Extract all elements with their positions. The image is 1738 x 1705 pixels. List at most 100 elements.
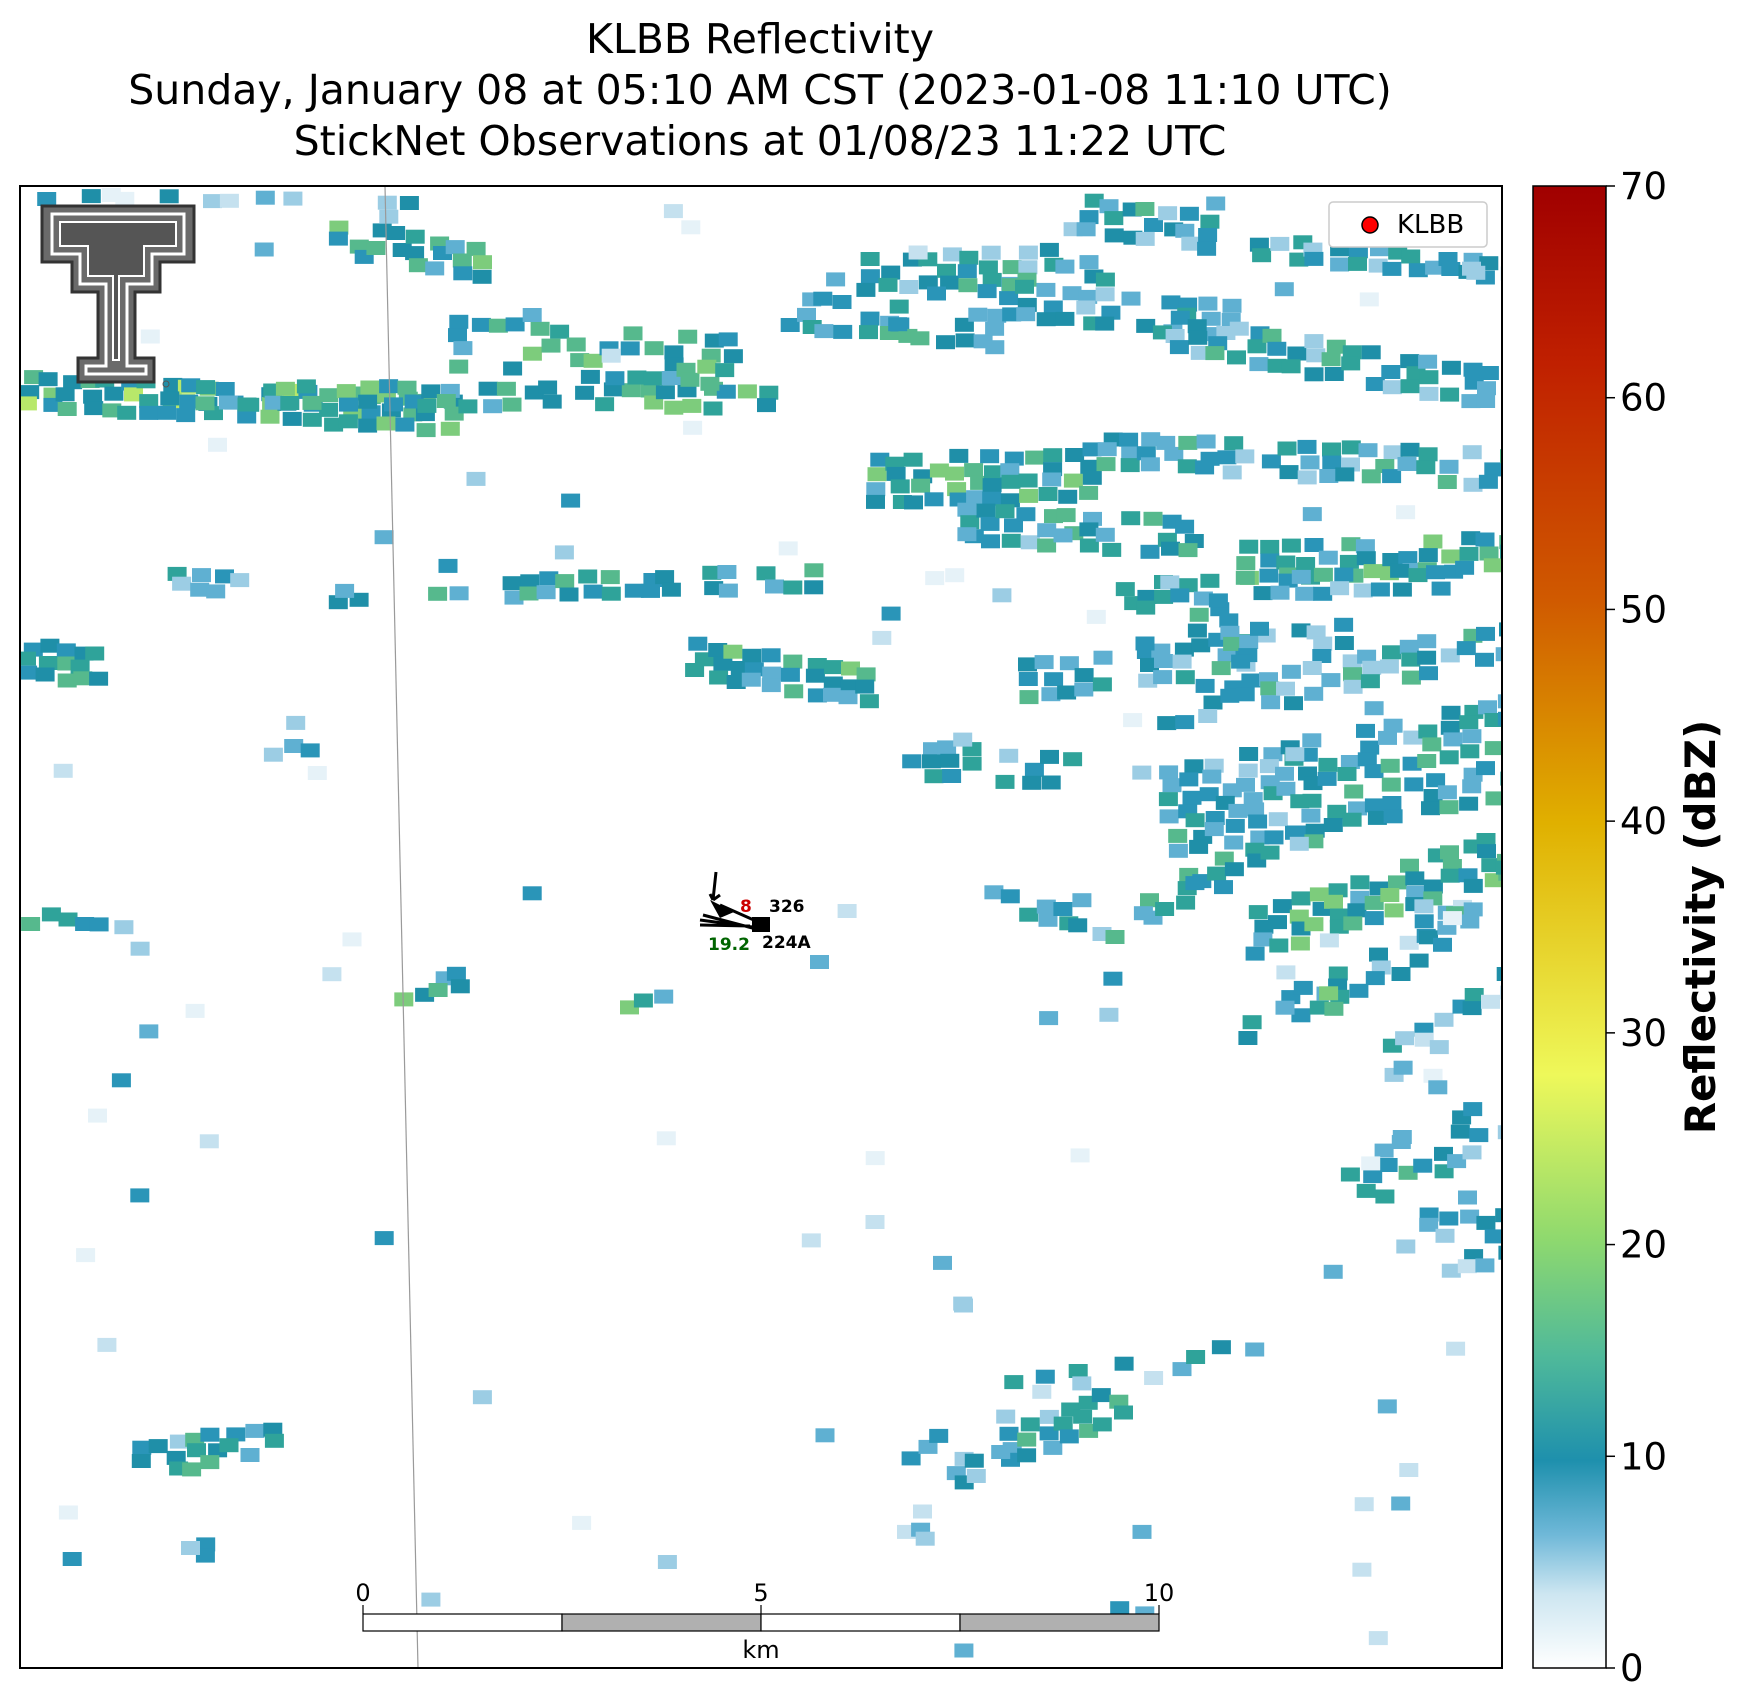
reflectivity-cell <box>1334 567 1354 582</box>
reflectivity-cell <box>1383 445 1403 460</box>
reflectivity-cell <box>1074 682 1094 697</box>
reflectivity-cell <box>1501 997 1502 1012</box>
reflectivity-cell <box>1363 564 1383 579</box>
reflectivity-cell <box>1268 812 1288 827</box>
reflectivity-cell <box>472 1390 492 1405</box>
reflectivity-cell <box>1063 752 1083 767</box>
reflectivity-cell <box>1227 350 1246 365</box>
reflectivity-cell <box>1306 348 1326 363</box>
reflectivity-cell <box>1019 488 1039 503</box>
reflectivity-cell <box>1442 911 1462 926</box>
reflectivity-cell <box>1439 1211 1459 1226</box>
reflectivity-cell <box>1291 1008 1311 1023</box>
reflectivity-cell <box>1463 1102 1483 1117</box>
reflectivity-cell <box>1070 1148 1090 1163</box>
reflectivity-cell <box>783 580 803 595</box>
station-id-224a: 224A <box>762 933 811 953</box>
reflectivity-cell <box>984 465 1003 480</box>
reflectivity-cell <box>1016 507 1036 522</box>
reflectivity-cell <box>1281 538 1301 553</box>
texas-tech-logo <box>40 204 196 388</box>
reflectivity-cell <box>804 580 824 595</box>
reflectivity-cell <box>1189 839 1209 854</box>
reflectivity-cell <box>1036 899 1056 914</box>
reflectivity-cell <box>1248 905 1268 920</box>
reflectivity-cell <box>1135 231 1155 246</box>
reflectivity-cell <box>53 763 73 778</box>
reflectivity-cell <box>1463 902 1483 917</box>
reflectivity-cell <box>1400 354 1420 369</box>
reflectivity-cell <box>1231 654 1251 669</box>
reflectivity-cell <box>1330 581 1350 596</box>
reflectivity-cell <box>1259 568 1279 583</box>
reflectivity-cell <box>681 220 701 235</box>
reflectivity-cell <box>1339 554 1359 569</box>
reflectivity-cell <box>1121 511 1141 526</box>
reflectivity-cell <box>1418 354 1438 369</box>
reflectivity-cell <box>957 502 977 517</box>
scale-tick-5: 5 <box>753 1579 768 1607</box>
reflectivity-cell <box>1349 983 1369 998</box>
reflectivity-cell <box>230 573 250 588</box>
reflectivity-cell <box>199 1134 219 1149</box>
reflectivity-cell <box>1123 713 1143 728</box>
reflectivity-cell <box>1279 465 1299 480</box>
reflectivity-cell <box>1304 538 1324 552</box>
reflectivity-cell <box>678 329 698 344</box>
reflectivity-cell <box>1504 759 1523 773</box>
reflectivity-cell <box>1497 711 1502 726</box>
reflectivity-cell <box>397 380 417 395</box>
reflectivity-cell <box>1001 474 1021 489</box>
reflectivity-cell <box>541 338 561 353</box>
reflectivity-cell <box>328 231 348 246</box>
reflectivity-cell <box>1076 300 1096 315</box>
reflectivity-cell <box>374 1231 394 1246</box>
reflectivity-cell <box>1186 1350 1206 1364</box>
legend-label: KLBB <box>1397 210 1464 240</box>
reflectivity-cell <box>621 383 641 398</box>
reflectivity-cell <box>1440 720 1460 735</box>
reflectivity-cell <box>1478 474 1498 489</box>
reflectivity-cell <box>1462 779 1482 794</box>
reflectivity-cell <box>1072 893 1092 908</box>
reflectivity-cell <box>715 363 735 378</box>
reflectivity-cell <box>927 286 946 301</box>
wind-barb-icon <box>708 871 721 902</box>
reflectivity-cell <box>245 1423 265 1438</box>
reflectivity-cell <box>1399 935 1419 950</box>
reflectivity-cell <box>1264 830 1284 845</box>
reflectivity-cell <box>982 478 1002 493</box>
reflectivity-cell <box>1004 518 1023 533</box>
reflectivity-cell <box>1504 1085 1523 1099</box>
reflectivity-cell <box>999 1426 1019 1441</box>
reflectivity-cell <box>219 1438 239 1453</box>
reflectivity-cell <box>1020 535 1040 550</box>
reflectivity-cell <box>1043 1440 1063 1455</box>
reflectivity-cell <box>1245 802 1265 817</box>
reflectivity-cell <box>1304 251 1324 266</box>
reflectivity-cell <box>1485 791 1502 806</box>
reflectivity-cell <box>550 324 570 339</box>
reflectivity-cell <box>985 321 1005 336</box>
reflectivity-cell <box>1397 457 1417 471</box>
reflectivity-cell <box>1132 765 1152 780</box>
reflectivity-cell <box>124 387 143 402</box>
reflectivity-cell <box>1499 535 1502 550</box>
reflectivity-cell <box>505 317 525 332</box>
title-time: Sunday, January 08 at 05:10 AM CST (2023… <box>128 66 1392 114</box>
reflectivity-cell <box>1304 686 1324 701</box>
reflectivity-cell <box>1500 266 1502 281</box>
reflectivity-cell <box>1190 345 1210 360</box>
reflectivity-cell <box>1259 759 1279 774</box>
reflectivity-cell <box>1406 885 1426 900</box>
reflectivity-cell <box>756 566 776 581</box>
reflectivity-cell <box>1462 1001 1482 1016</box>
reflectivity-cell <box>832 295 852 309</box>
reflectivity-cell <box>139 1024 159 1039</box>
reflectivity-cell <box>620 341 640 356</box>
reflectivity-cell <box>823 676 843 691</box>
title-radar: KLBB Reflectivity <box>586 15 934 63</box>
reflectivity-cell <box>1276 555 1296 570</box>
reflectivity-cell <box>1347 903 1367 918</box>
reflectivity-cell <box>1168 843 1188 858</box>
